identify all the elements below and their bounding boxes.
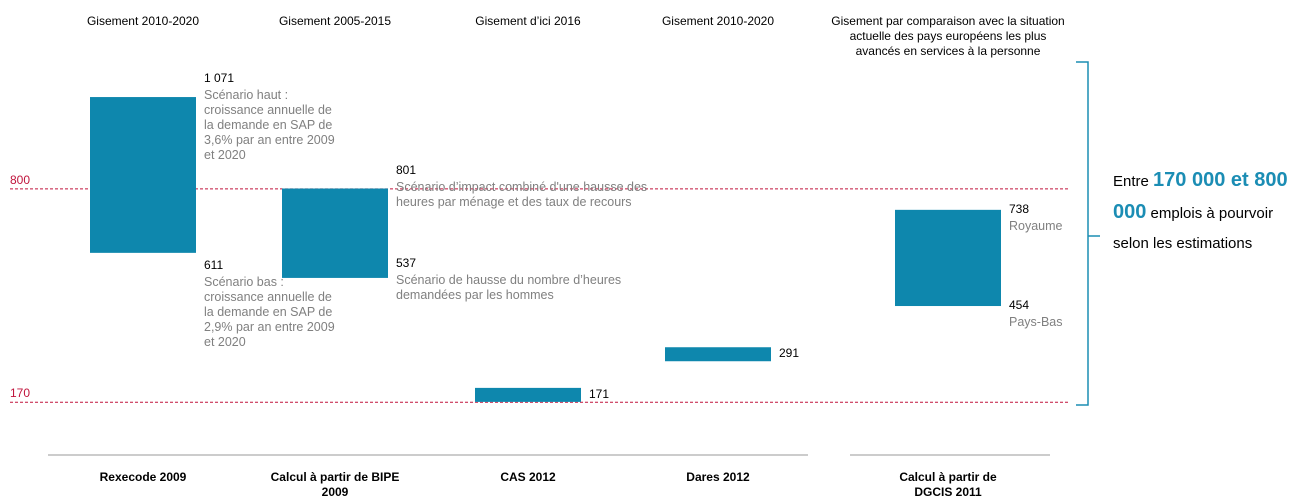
column-header: Gisement 2010-2020 [86,14,200,28]
value-label: 454 [1009,298,1030,313]
bracket [1076,61,1100,406]
value-label: 611 [204,257,224,272]
value-bar [475,387,581,402]
annotation-text: Entre [1113,173,1154,190]
reference-label: 170 [10,386,31,401]
scenario-note: Pays-Bas [1009,315,1063,330]
column-header: Gisement par comparaison avec la situati… [831,14,1065,58]
annotation: Entre 170 000 et 800 000 emplois à pourv… [1113,165,1304,259]
source-label: Dares 2012 [686,470,750,484]
value-label: 801 [396,162,417,177]
scenario-note: Scénario d’impact combiné d'une hausse d… [396,179,648,209]
column-header: Gisement 2005-2015 [278,14,392,28]
scenario-note: Scénario de hausse du nombre d’heures de… [396,272,622,302]
range-bar [895,209,1001,307]
value-label: 171 [589,386,610,401]
value-label: 738 [1009,201,1030,216]
range-bar [282,188,388,278]
value-bar [665,347,771,362]
scenario-note: Scénario bas : croissance annuelle de la… [204,274,335,349]
annotation-highlight: 170 000 et 800 000 [1113,169,1288,223]
source-label: Calcul à partir de DGCIS 2011 [899,470,997,499]
value-label: 537 [396,255,417,270]
reference-label: 800 [10,172,31,187]
scenario-note: Royaume [1009,218,1063,233]
source-label: Calcul à partir de BIPE 2009 [270,470,400,499]
range-bar [90,97,196,253]
source-label: Rexecode 2009 [99,470,187,484]
value-label: 291 [779,346,800,361]
column-header: Gisement 2010-2020 [661,14,775,28]
source-label: CAS 2012 [500,470,556,484]
scenario-note: Scénario haut : croissance annuelle de l… [204,88,335,163]
value-label: 1 071 [204,71,235,86]
annotation-text: emplois à pourvoir selon les estimations [1113,205,1274,252]
column-header: Gisement d’ici 2016 [475,14,581,28]
